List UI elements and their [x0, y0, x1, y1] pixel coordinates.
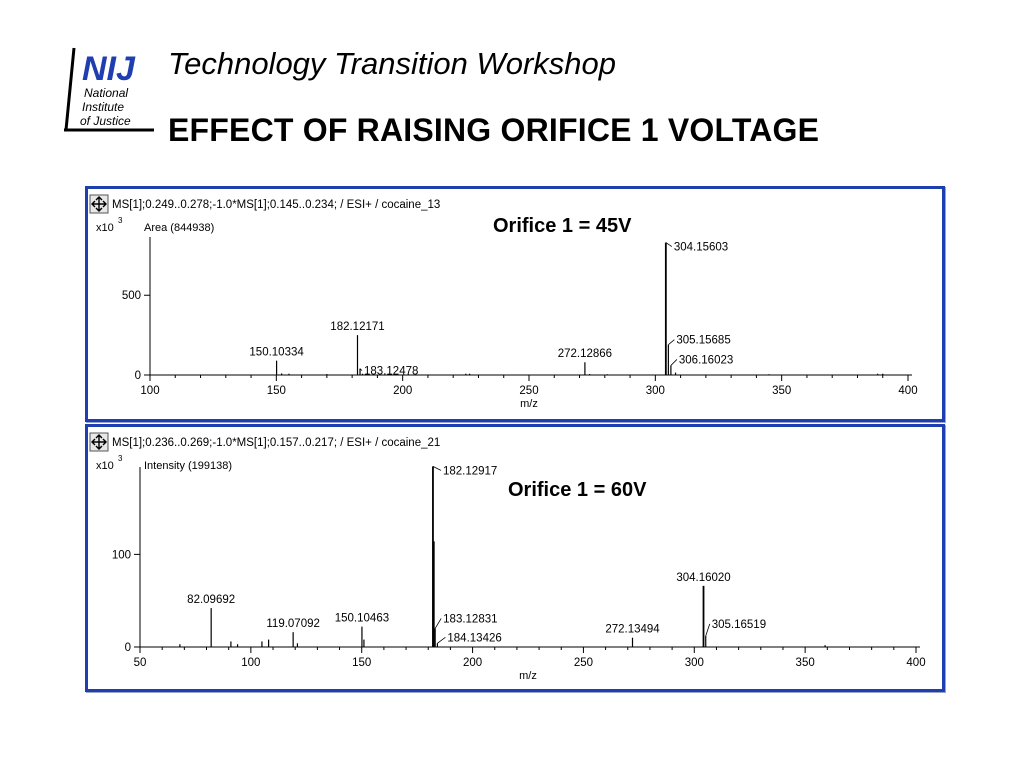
logo-text: NIJ: [82, 50, 136, 88]
x-axis-label: m/z: [520, 398, 538, 410]
peak-label: 306.16023: [679, 354, 733, 366]
x-tick-label: 150: [352, 657, 371, 669]
x-tick-label: 400: [906, 657, 925, 669]
nij-logo: NIJ National Institute of Justice: [62, 44, 154, 134]
y-tick-label: 0: [125, 642, 131, 654]
peak-leader: [670, 359, 678, 366]
x-tick-label: 350: [796, 657, 815, 669]
peak-label: 305.15685: [676, 335, 730, 347]
multiplier-label: x10: [96, 460, 114, 472]
workshop-title: Technology Transition Workshop: [168, 46, 617, 81]
peak-label: 182.12171: [330, 321, 384, 333]
peak-leader: [359, 368, 363, 371]
move-icon[interactable]: [89, 194, 109, 214]
peak-label: 304.15603: [674, 242, 728, 254]
y-tick-label: 0: [135, 370, 141, 382]
x-tick-label: 100: [140, 385, 159, 397]
peak-label: 82.09692: [187, 594, 235, 606]
peak-label: 184.13426: [447, 632, 501, 644]
x-tick-label: 350: [772, 385, 791, 397]
x-tick-label: 50: [134, 657, 147, 669]
peak-leader: [668, 339, 675, 345]
peak-label: 304.16020: [676, 572, 730, 584]
chart-header-line: MS[1];0.249..0.278;-1.0*MS[1];0.145..0.2…: [112, 199, 440, 211]
x-tick-label: 300: [685, 657, 704, 669]
peak-label: 183.12831: [443, 613, 497, 625]
y-tick-label: 100: [112, 549, 131, 561]
y-tick-label: 500: [122, 290, 141, 302]
x-tick-label: 250: [519, 385, 538, 397]
logo-line-2: Institute: [82, 100, 124, 114]
logo-line-1: National: [84, 86, 128, 100]
x-tick-label: 150: [267, 385, 286, 397]
peak-leader: [437, 636, 446, 644]
spectrum-panel-1: MS[1];0.249..0.278;-1.0*MS[1];0.145..0.2…: [85, 186, 945, 422]
peak-leader: [705, 623, 711, 637]
peak-label: 150.10463: [335, 613, 389, 625]
x-axis-label: m/z: [519, 670, 537, 682]
x-tick-label: 400: [898, 385, 917, 397]
peak-label: 150.10334: [249, 347, 304, 359]
logo-line-3: of Justice: [80, 114, 131, 128]
multiplier-exponent: 3: [118, 216, 123, 225]
multiplier-exponent: 3: [118, 454, 123, 463]
x-tick-label: 300: [646, 385, 665, 397]
spectrum-panel-2: MS[1];0.236..0.269;-1.0*MS[1];0.157..0.2…: [85, 424, 945, 692]
multiplier-label: x10: [96, 222, 114, 234]
slide-title: EFFECT OF RAISING ORIFICE 1 VOLTAGE: [168, 112, 820, 148]
peak-label: 305.16519: [712, 619, 766, 631]
x-tick-label: 200: [393, 385, 412, 397]
peak-label: 182.12917: [443, 465, 497, 477]
spectrum-chart-1: MS[1];0.249..0.278;-1.0*MS[1];0.145..0.2…: [89, 194, 918, 410]
x-tick-label: 250: [574, 657, 593, 669]
peak-label: 272.12866: [558, 348, 612, 360]
chart-header-line: MS[1];0.236..0.269;-1.0*MS[1];0.157..0.2…: [112, 437, 440, 449]
orifice-annotation-2: Orifice 1 = 60V: [508, 479, 647, 501]
peak-leader: [432, 466, 442, 471]
peak-label: 119.07092: [266, 618, 320, 630]
peak-leader: [434, 618, 442, 629]
peak-label: 183.12478: [364, 366, 418, 378]
move-icon[interactable]: [89, 432, 109, 452]
x-tick-label: 200: [463, 657, 482, 669]
measure-label: Area (844938): [144, 222, 214, 234]
peak-label: 272.13494: [605, 624, 660, 636]
orifice-annotation-1: Orifice 1 = 45V: [493, 215, 632, 237]
peak-leader: [665, 242, 673, 247]
spectrum-chart-2: MS[1];0.236..0.269;-1.0*MS[1];0.157..0.2…: [89, 432, 926, 682]
x-tick-label: 100: [241, 657, 260, 669]
measure-label: Intensity (199138): [144, 460, 232, 472]
